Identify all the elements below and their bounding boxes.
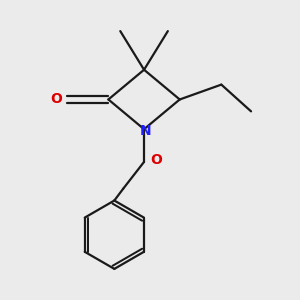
Text: O: O	[150, 153, 162, 167]
Text: O: O	[50, 92, 62, 106]
Text: N: N	[140, 124, 152, 138]
